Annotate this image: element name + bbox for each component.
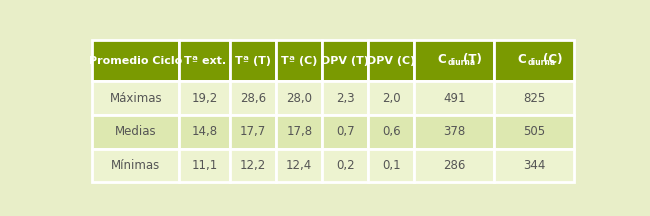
Bar	[322, 81, 368, 115]
Bar	[414, 81, 494, 115]
Bar	[414, 115, 494, 149]
Bar	[179, 40, 230, 81]
Bar	[230, 115, 276, 149]
Bar	[230, 149, 276, 182]
Bar	[92, 81, 179, 115]
Text: 286: 286	[443, 159, 465, 172]
Text: 505: 505	[523, 125, 545, 138]
Bar	[494, 115, 574, 149]
Bar	[368, 149, 414, 182]
Text: 19,2: 19,2	[192, 92, 218, 105]
Text: 825: 825	[523, 92, 545, 105]
Bar	[179, 115, 230, 149]
Text: DPV (C): DPV (C)	[367, 56, 415, 66]
Text: Tª (C): Tª (C)	[281, 56, 317, 66]
Text: 0,2: 0,2	[336, 159, 354, 172]
Bar	[230, 40, 276, 81]
Text: diurna: diurna	[448, 58, 476, 67]
Text: 11,1: 11,1	[192, 159, 218, 172]
Bar	[494, 149, 574, 182]
Text: 12,2: 12,2	[240, 159, 266, 172]
Bar	[322, 149, 368, 182]
Text: 0,6: 0,6	[382, 125, 400, 138]
Text: 28,6: 28,6	[240, 92, 266, 105]
Text: (T): (T)	[463, 52, 482, 65]
Text: Mínimas: Mínimas	[111, 159, 161, 172]
Text: 2,3: 2,3	[336, 92, 354, 105]
Bar	[368, 81, 414, 115]
Text: 344: 344	[523, 159, 545, 172]
Text: 2,0: 2,0	[382, 92, 400, 105]
Bar	[276, 81, 322, 115]
Text: 17,8: 17,8	[286, 125, 312, 138]
Bar	[92, 115, 179, 149]
Text: Tª (T): Tª (T)	[235, 56, 271, 66]
Text: 28,0: 28,0	[286, 92, 312, 105]
Bar	[414, 40, 494, 81]
Text: C: C	[517, 52, 526, 65]
Bar	[276, 149, 322, 182]
Text: 378: 378	[443, 125, 465, 138]
Text: Medias: Medias	[115, 125, 157, 138]
Bar	[494, 81, 574, 115]
Bar	[414, 149, 494, 182]
Text: 14,8: 14,8	[192, 125, 218, 138]
Bar	[368, 40, 414, 81]
Text: C: C	[437, 52, 446, 65]
Bar	[322, 40, 368, 81]
Bar	[276, 40, 322, 81]
Bar	[179, 81, 230, 115]
Bar	[276, 115, 322, 149]
Bar	[322, 115, 368, 149]
Text: Promedio Ciclo: Promedio Ciclo	[89, 56, 183, 66]
Bar	[230, 81, 276, 115]
Text: 0,1: 0,1	[382, 159, 400, 172]
Bar	[92, 40, 179, 81]
Text: DPV (T): DPV (T)	[321, 56, 369, 66]
Text: 17,7: 17,7	[240, 125, 266, 138]
Text: (C): (C)	[543, 52, 562, 65]
Text: 0,7: 0,7	[336, 125, 354, 138]
Bar	[179, 149, 230, 182]
Text: 12,4: 12,4	[286, 159, 313, 172]
Bar	[494, 40, 574, 81]
Text: Máximas: Máximas	[110, 92, 162, 105]
Text: diurna: diurna	[527, 58, 556, 67]
Bar	[92, 149, 179, 182]
Text: 491: 491	[443, 92, 465, 105]
Bar	[368, 115, 414, 149]
Text: Tª ext.: Tª ext.	[184, 56, 226, 66]
